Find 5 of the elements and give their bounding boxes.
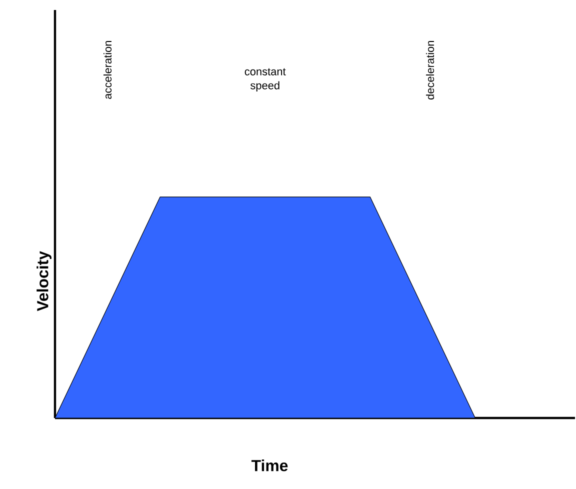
text: constant speed <box>244 68 286 92</box>
text: deceleration <box>426 40 434 100</box>
y-axis-title: Velocity <box>36 251 52 312</box>
text: acceleration <box>104 40 112 99</box>
x-axis-title: Time <box>251 460 288 472</box>
